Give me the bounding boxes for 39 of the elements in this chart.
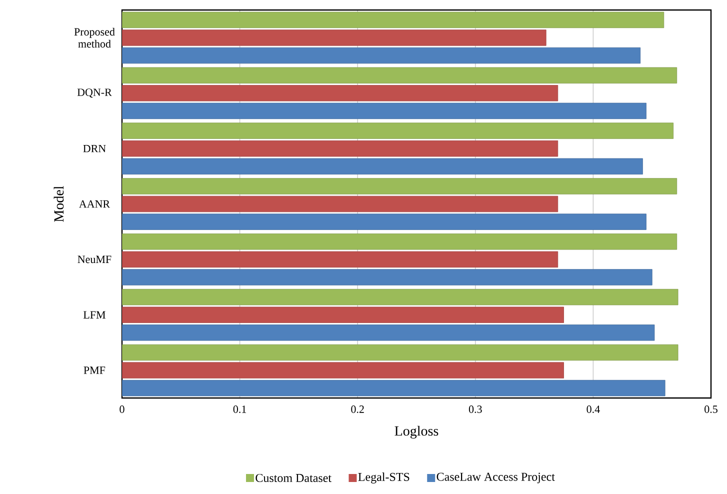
bar bbox=[122, 269, 652, 286]
bar bbox=[122, 122, 674, 139]
x-tick-label: 0.4 bbox=[586, 406, 600, 413]
y-tick-label: AANR bbox=[79, 200, 110, 208]
x-tick-label: 0.5 bbox=[704, 406, 718, 413]
y-tick-label: Proposed method bbox=[74, 28, 115, 48]
bar bbox=[122, 344, 678, 361]
x-tick-label: 0.2 bbox=[351, 406, 364, 413]
bar bbox=[122, 251, 558, 268]
y-tick-label: DRN bbox=[83, 144, 106, 152]
bar bbox=[122, 306, 564, 323]
legend-label: Custom Dataset bbox=[256, 474, 332, 482]
bar bbox=[122, 85, 558, 102]
bar bbox=[122, 288, 678, 306]
y-tick-label: LFM bbox=[83, 311, 106, 318]
y-tick-label: DQN-R bbox=[77, 88, 112, 98]
bar bbox=[122, 196, 558, 212]
bar bbox=[122, 47, 641, 64]
x-tick-label: 0.3 bbox=[468, 406, 482, 413]
x-tick-label: 0.1 bbox=[233, 406, 246, 413]
y-tick-label: PMF bbox=[84, 366, 106, 374]
bar bbox=[122, 67, 678, 84]
bar bbox=[122, 12, 664, 28]
legend-label: CaseLaw Access Project bbox=[436, 472, 555, 484]
bar bbox=[122, 214, 646, 230]
bar bbox=[122, 362, 564, 378]
bar bbox=[122, 30, 546, 46]
bar bbox=[122, 140, 558, 157]
x-tick-label: 0 bbox=[120, 406, 124, 413]
y-tick-label: NeuMF bbox=[78, 256, 112, 264]
x-axis-title: Logloss bbox=[394, 426, 438, 439]
legend-label: Legal-STS bbox=[358, 472, 410, 484]
bar bbox=[122, 324, 655, 341]
bar bbox=[122, 178, 678, 194]
bar bbox=[122, 380, 666, 396]
bar bbox=[122, 234, 678, 250]
y-axis-title: Model bbox=[54, 186, 64, 222]
bar bbox=[122, 158, 643, 174]
bar bbox=[122, 102, 646, 120]
